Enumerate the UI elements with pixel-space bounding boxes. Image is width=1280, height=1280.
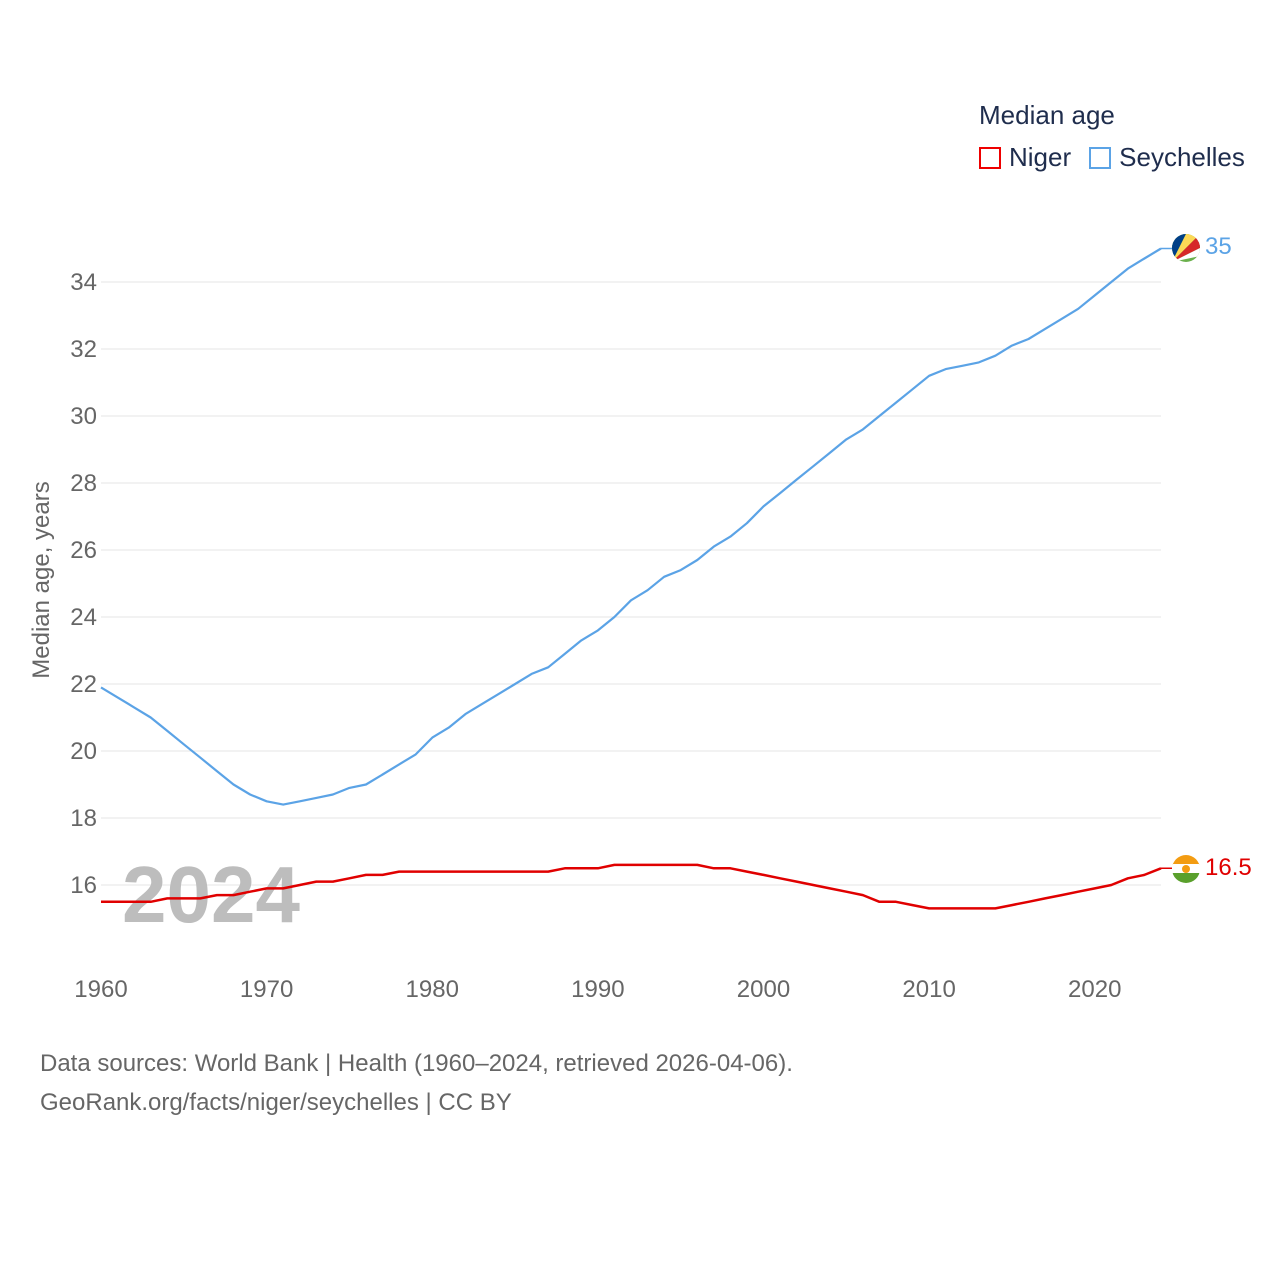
y-tick-label: 22 xyxy=(70,671,97,698)
sources-line-2[interactable]: GeoRank.org/facts/niger/seychelles | CC … xyxy=(40,1089,512,1116)
sources-line-1: Data sources: World Bank | Health (1960–… xyxy=(40,1050,793,1077)
legend-swatch-niger xyxy=(979,146,1001,169)
x-tick-label: 2020 xyxy=(1068,976,1121,1003)
y-tick-label: 20 xyxy=(70,738,97,765)
x-tick-label: 2000 xyxy=(737,976,790,1003)
niger-flag-icon xyxy=(1172,855,1200,883)
y-tick-label: 26 xyxy=(70,537,97,564)
niger-end-label: 16.5 xyxy=(1205,854,1252,881)
legend-item-seychelles[interactable]: Seychelles xyxy=(1089,142,1245,173)
seychelles-end-label: 35 xyxy=(1205,233,1232,260)
data-sources: Data sources: World Bank | Health (1960–… xyxy=(40,1044,793,1122)
legend-label-niger: Niger xyxy=(1009,142,1072,172)
y-tick-label: 18 xyxy=(70,805,97,832)
y-tick-label: 32 xyxy=(70,336,97,363)
year-watermark: 2024 xyxy=(122,850,300,939)
legend-item-niger[interactable]: Niger xyxy=(979,142,1071,173)
legend: Niger Seychelles xyxy=(979,142,1263,173)
x-tick-label: 1960 xyxy=(74,976,127,1003)
y-tick-label: 16 xyxy=(70,872,97,899)
legend-label-seychelles: Seychelles xyxy=(1119,142,1245,172)
seychelles-flag-icon xyxy=(1172,234,1200,262)
y-tick-label: 30 xyxy=(70,403,97,430)
series-line-niger[interactable] xyxy=(101,863,1162,910)
series-line-seychelles[interactable] xyxy=(100,247,1162,806)
x-tick-label: 2010 xyxy=(902,976,955,1003)
y-tick-label: 28 xyxy=(70,470,97,497)
y-tick-label: 34 xyxy=(70,269,97,296)
y-tick-label: 24 xyxy=(70,604,97,631)
x-tick-label: 1970 xyxy=(240,976,293,1003)
x-tick-label: 1990 xyxy=(571,976,624,1003)
legend-title: Median age xyxy=(979,100,1115,130)
x-tick-label: 1980 xyxy=(406,976,459,1003)
legend-swatch-seychelles xyxy=(1089,146,1112,169)
